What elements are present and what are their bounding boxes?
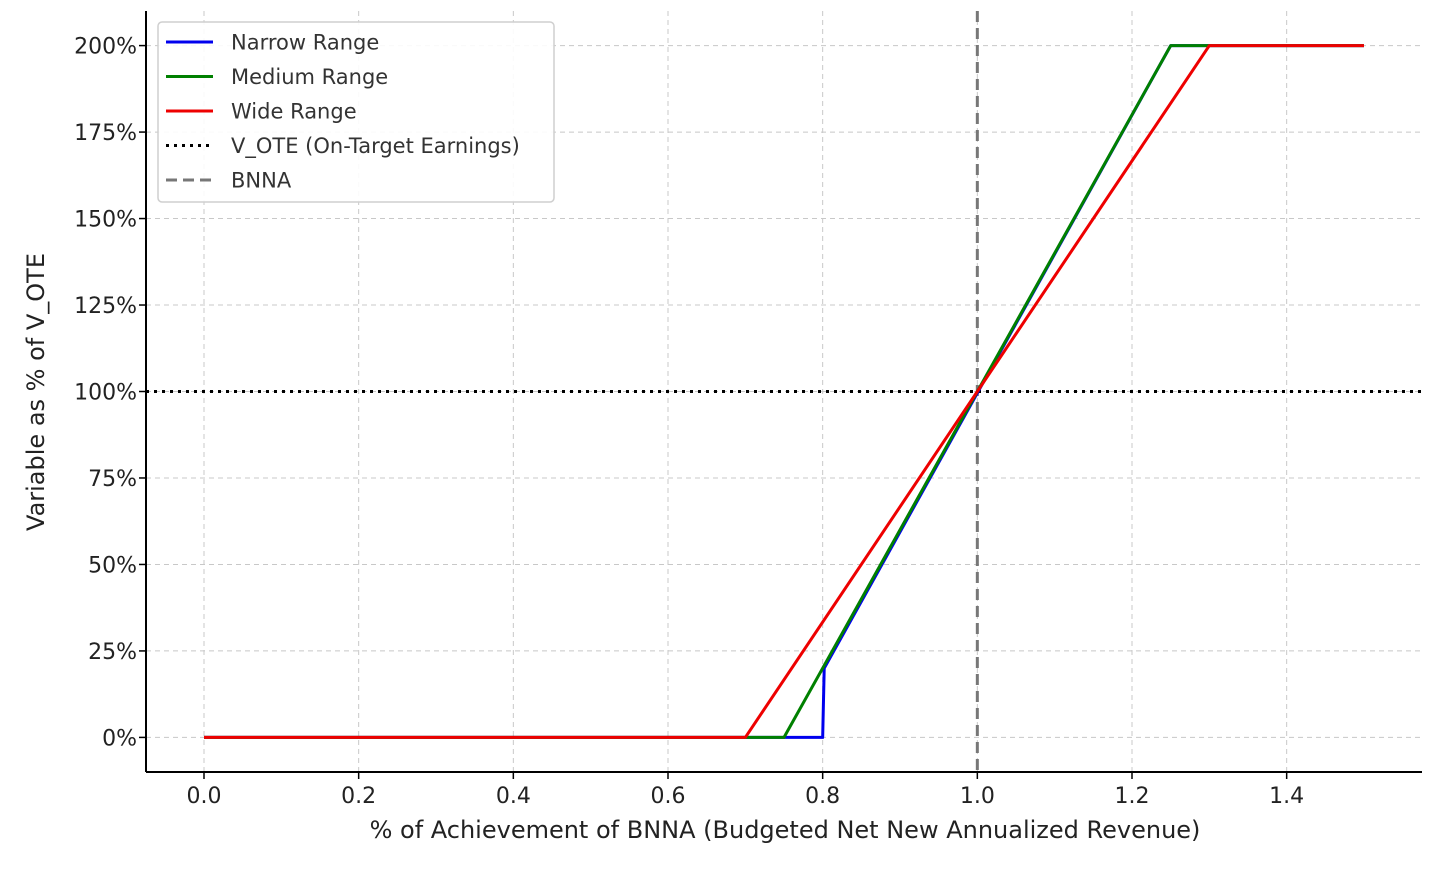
y-tick-label: 0% bbox=[102, 726, 137, 751]
x-tick-label: 0.0 bbox=[187, 784, 222, 809]
x-tick-label: 1.4 bbox=[1269, 784, 1304, 809]
y-tick-label: 75% bbox=[88, 467, 137, 492]
x-tick-label: 0.4 bbox=[496, 784, 531, 809]
legend-label: Wide Range bbox=[231, 100, 357, 124]
legend-label: Medium Range bbox=[231, 65, 388, 89]
x-tick-label: 0.8 bbox=[805, 784, 840, 809]
y-tick-label: 125% bbox=[74, 294, 137, 319]
legend-label: BNNA bbox=[231, 169, 292, 193]
y-tick-label: 200% bbox=[74, 35, 137, 60]
series-lines bbox=[204, 44, 1364, 739]
legend: Narrow Range Medium Range Wide Range V_OTE … bbox=[157, 21, 555, 203]
legend-box bbox=[157, 21, 555, 203]
y-tick-label: 50% bbox=[88, 553, 137, 578]
legend-label: Narrow Range bbox=[231, 31, 379, 55]
y-tick-label: 150% bbox=[74, 208, 137, 233]
x-tick-label: 1.2 bbox=[1115, 784, 1150, 809]
series-line bbox=[204, 44, 1364, 739]
y-tick-label: 100% bbox=[74, 381, 137, 406]
y-tick-label: 25% bbox=[88, 640, 137, 665]
x-axis-label: % of Achievement of BNNA (Budgeted Net N… bbox=[370, 816, 1201, 844]
tick-labels: 0.0 0.2 0.4 0.6 0.8 1.0 1.2 1.4 0% 25% 50% 75% 100% 1… bbox=[74, 35, 1304, 809]
y-axis-label: Variable as % of V_OTE bbox=[22, 253, 50, 531]
x-tick-label: 1.0 bbox=[960, 784, 995, 809]
y-tick-label: 175% bbox=[74, 121, 137, 146]
legend-label: V_OTE (On-Target Earnings) bbox=[231, 134, 520, 159]
x-tick-label: 0.2 bbox=[341, 784, 376, 809]
x-tick-label: 0.6 bbox=[651, 784, 686, 809]
